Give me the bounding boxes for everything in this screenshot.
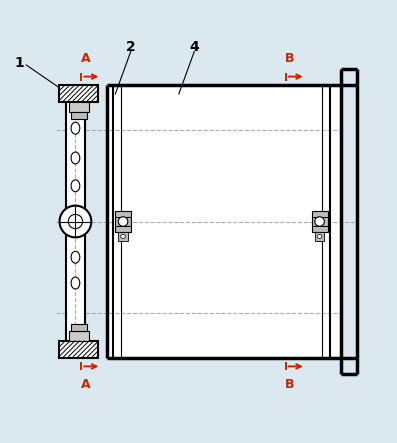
Bar: [107, 85, 341, 358]
Bar: [71, 112, 87, 119]
Text: B: B: [285, 378, 295, 391]
Bar: [312, 210, 328, 233]
Ellipse shape: [71, 122, 80, 134]
Ellipse shape: [71, 251, 80, 263]
Bar: [59, 85, 98, 102]
Circle shape: [315, 217, 324, 226]
Text: 1: 1: [14, 56, 24, 70]
Bar: [66, 101, 85, 342]
Ellipse shape: [71, 180, 80, 192]
Bar: [118, 232, 128, 241]
Bar: [115, 210, 131, 233]
Bar: [69, 102, 89, 113]
Ellipse shape: [317, 234, 322, 238]
Ellipse shape: [71, 152, 80, 164]
Text: B: B: [285, 52, 295, 65]
Text: 4: 4: [190, 40, 199, 54]
Text: A: A: [81, 378, 90, 391]
Circle shape: [60, 206, 91, 237]
Ellipse shape: [121, 234, 125, 238]
Ellipse shape: [71, 277, 80, 289]
Circle shape: [68, 214, 83, 229]
Text: 2: 2: [126, 40, 136, 54]
Circle shape: [118, 217, 128, 226]
Bar: [69, 330, 89, 341]
Bar: [71, 323, 87, 330]
Bar: [315, 232, 324, 241]
Bar: [59, 341, 98, 358]
Text: A: A: [81, 52, 90, 65]
